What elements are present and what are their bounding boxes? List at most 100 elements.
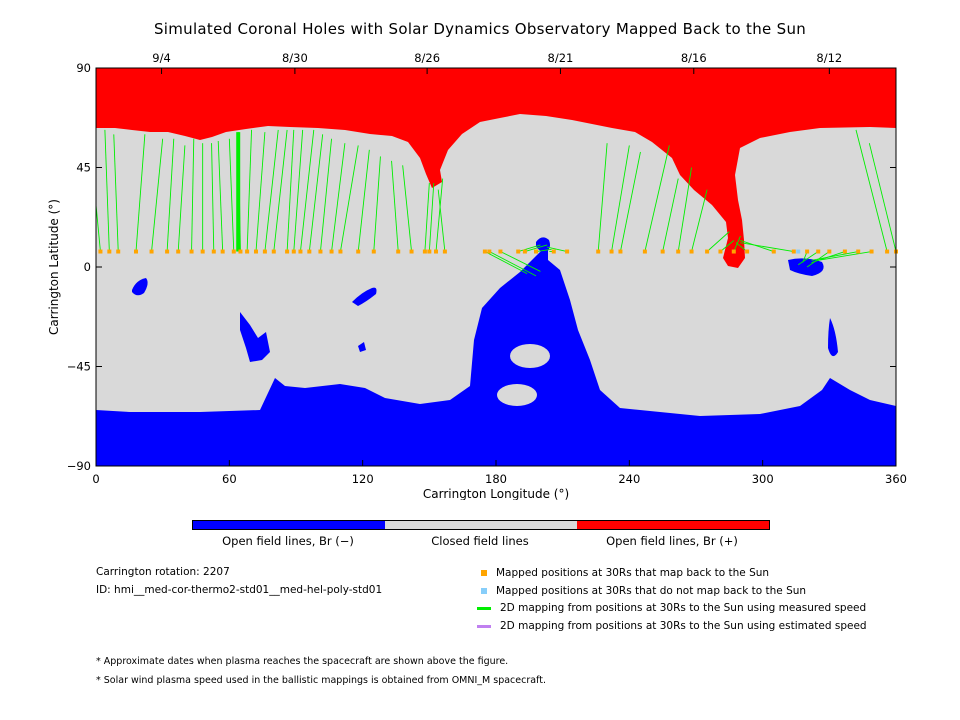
mapped-position-point <box>731 249 736 254</box>
mapped-position-point <box>396 249 401 254</box>
legend-measured-label: 2D mapping from positions at 30Rs to the… <box>500 602 867 614</box>
small-hole-1 <box>132 278 148 296</box>
mapped-position-point <box>291 249 296 254</box>
colorbar-label-open-negative: Open field lines, Br (−) <box>222 534 354 548</box>
mapped-position-point <box>842 249 847 254</box>
mapped-position-point <box>498 249 503 254</box>
mapped-position-point <box>285 249 290 254</box>
mapping-line <box>484 251 528 275</box>
x-tick-label: 240 <box>618 472 640 486</box>
chart-title: Simulated Coronal Holes with Solar Dynam… <box>153 20 807 38</box>
mapping-line <box>855 129 888 252</box>
top-date-label: 8/16 <box>681 51 707 65</box>
x-tick-label: 180 <box>485 472 507 486</box>
colorbar-label-open-positive: Open field lines, Br (+) <box>606 534 738 548</box>
mapping-line <box>740 242 794 252</box>
mapped-position-point <box>262 249 267 254</box>
mapping-line <box>331 143 346 252</box>
mapping-line <box>299 129 315 252</box>
mapped-position-point <box>98 249 103 254</box>
legend-mapped: Mapped positions at 30Rs that map back t… <box>477 566 769 580</box>
mapping-line <box>151 138 164 252</box>
mapped-position-point <box>705 249 710 254</box>
mapping-line <box>95 205 101 252</box>
mapping-line <box>435 178 444 252</box>
mapped-position-point <box>718 249 723 254</box>
mapped-position-point <box>885 249 890 254</box>
mapping-line <box>293 129 304 252</box>
mapped-position-point <box>231 249 236 254</box>
model-id: ID: hmi__med-cor-thermo2-std01__med-hel-… <box>96 584 383 596</box>
x-tick-label: 60 <box>222 472 237 486</box>
mapping-line <box>211 143 215 252</box>
north-open-positive-region <box>96 68 896 268</box>
mapping-line <box>518 244 541 252</box>
mapped-position-point <box>791 249 796 254</box>
mapped-position-point <box>534 249 538 254</box>
mapped-position-point <box>409 249 414 254</box>
colorbar-open-positive <box>577 521 769 529</box>
mapping-line <box>797 251 819 266</box>
mapped-position-point <box>434 249 438 254</box>
mapping-line <box>706 231 730 252</box>
unmapped-swatch-icon <box>481 588 487 594</box>
mapped-position-point <box>329 249 334 254</box>
mapping-line <box>691 189 708 252</box>
mapped-position-point <box>165 249 170 254</box>
mapped-position-point <box>869 249 874 254</box>
coronal-hole-map: 0 60 120 180 240 300 360 −90 −45 0 45 90 9/4 8/30 8/26… <box>47 51 907 500</box>
mapping-line <box>191 138 195 252</box>
y-tick-label: 45 <box>76 161 91 175</box>
mapped-position-point <box>745 249 750 254</box>
mapping-line <box>273 129 288 252</box>
mapped-position-point <box>220 249 225 254</box>
colorbar-closed <box>385 521 577 529</box>
mapped-position-point <box>371 249 376 254</box>
mapped-position-point <box>522 249 527 254</box>
mapped-position-point <box>307 249 312 254</box>
legend-unmapped: Mapped positions at 30Rs that do not map… <box>477 584 806 598</box>
mapping-lines <box>95 129 897 277</box>
mapped-position-point <box>245 249 250 254</box>
mapping-line <box>228 138 235 252</box>
legend-estimated-label: 2D mapping from positions at 30Rs to the… <box>500 620 867 632</box>
mapping-line <box>286 129 295 252</box>
legend-mapped-label: Mapped positions at 30Rs that map back t… <box>496 567 770 579</box>
mapped-position-point <box>149 249 154 254</box>
unmapped-position-point <box>796 249 801 254</box>
mapped-position-point <box>642 249 647 254</box>
top-date-label: 8/21 <box>548 51 574 65</box>
mapping-line <box>740 240 774 252</box>
mapped-position-point <box>805 249 810 254</box>
mapped-swatch-icon <box>481 570 487 576</box>
mapped-position-point <box>176 249 181 254</box>
mapping-line <box>217 140 224 252</box>
mapping-line <box>166 138 175 252</box>
legend-unmapped-label: Mapped positions at 30Rs that do not map… <box>496 585 807 597</box>
y-axis-label: Carrington Latitude (°) <box>47 199 61 335</box>
y-tick-label: −90 <box>67 459 91 473</box>
small-hole-6 <box>828 318 838 357</box>
y-tick-label: 0 <box>84 260 91 274</box>
mapping-line <box>620 151 641 252</box>
mapping-line <box>662 178 679 252</box>
mapping-line <box>308 134 324 252</box>
mapping-line <box>597 143 608 252</box>
mapping-line <box>340 145 359 252</box>
small-hole-5 <box>788 258 824 276</box>
mapped-position-point <box>551 249 556 254</box>
mapped-position-point <box>771 249 776 254</box>
mapped-position-point <box>200 249 205 254</box>
mapped-position-point <box>827 249 832 254</box>
carrington-rotation: Carrington rotation: 2207 <box>96 566 230 578</box>
axis-ticks: 0 60 120 180 240 300 360 −90 −45 0 45 90 9/4 8/30 8/26… <box>67 51 907 486</box>
mapped-position-point <box>516 249 521 254</box>
mapped-position-point <box>689 249 694 254</box>
mapping-line <box>391 160 399 252</box>
legend-measured: 2D mapping from positions at 30Rs to the… <box>477 601 866 615</box>
mapping-line <box>264 129 279 252</box>
south-open-negative-region <box>96 245 896 466</box>
mapped-position-point <box>116 249 121 254</box>
y-tick-label: 90 <box>76 61 91 75</box>
mapping-line <box>373 156 381 252</box>
